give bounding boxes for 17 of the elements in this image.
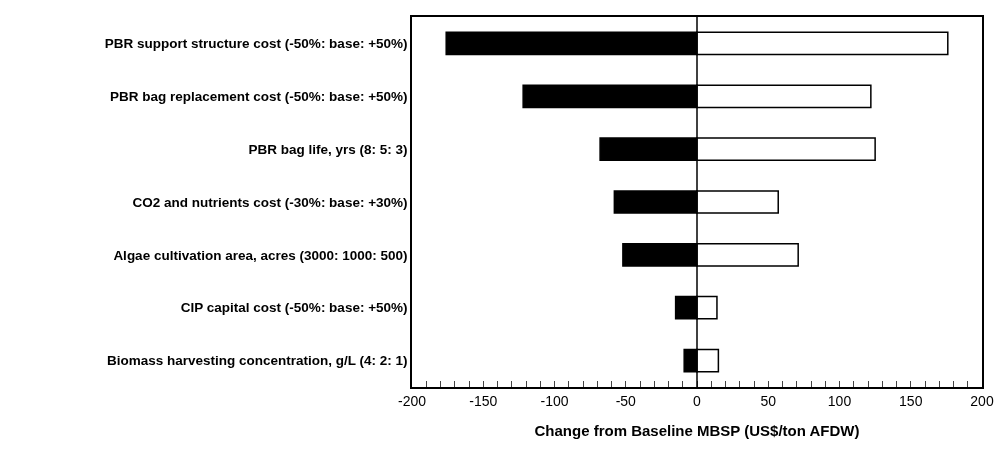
x-tick-label: -200 bbox=[397, 392, 427, 409]
x-tick-label: -100 bbox=[540, 392, 569, 409]
x-tick-label: -50 bbox=[615, 392, 637, 409]
x-tick-label: 150 bbox=[899, 392, 923, 409]
x-axis-title: Change from Baseline MBSP (US$/ton AFDW) bbox=[534, 422, 860, 440]
y-tick-label: PBR bag life, yrs (8: 5: 3) bbox=[248, 141, 408, 157]
y-tick-label: PBR bag replacement cost (-50%: base: +50%) bbox=[110, 89, 408, 105]
x-tick-label: -150 bbox=[469, 392, 498, 409]
y-tick-label: CO2 and nutrients cost (-30%: base: +30%) bbox=[132, 194, 408, 210]
x-tick-label: 200 bbox=[970, 392, 994, 409]
x-tick-label: 50 bbox=[760, 392, 777, 409]
y-tick-label: Algae cultivation area, acres (3000: 1000: 500) bbox=[113, 247, 408, 263]
y-tick-label: Biomass harvesting concentration, g/L (4: 2: 1) bbox=[106, 353, 408, 369]
x-tick-label: 100 bbox=[827, 392, 852, 409]
y-tick-label: PBR support structure cost (-50%: base: +50%) bbox=[104, 36, 408, 52]
x-tick-label: 0 bbox=[693, 392, 702, 409]
y-tick-label: CIP capital cost (-50%: base: +50%) bbox=[180, 300, 408, 316]
